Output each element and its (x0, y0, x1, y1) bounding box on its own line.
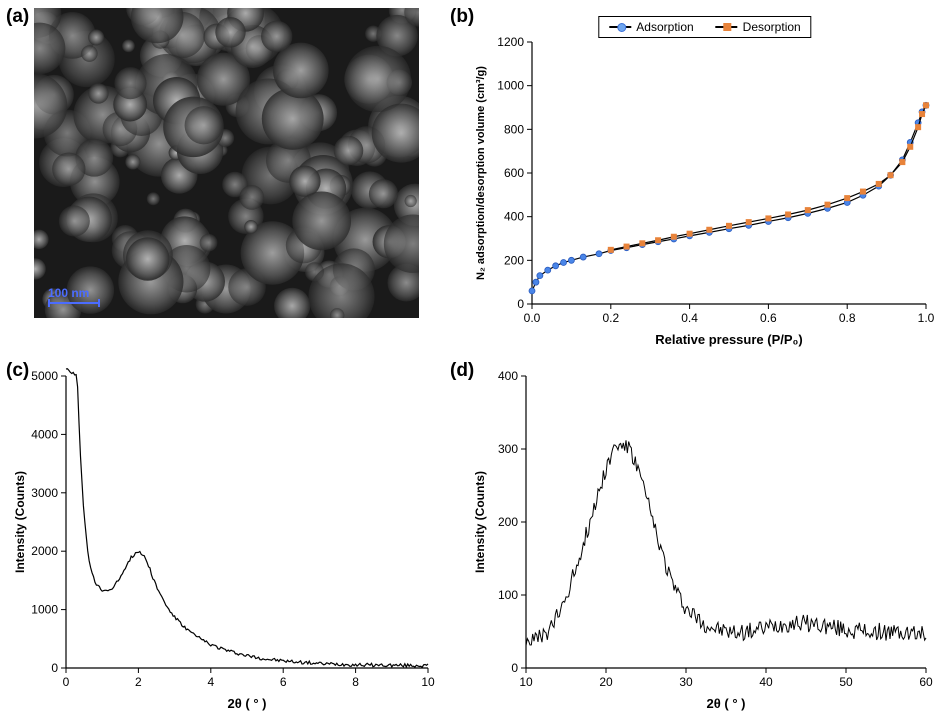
desorption-swatch-icon (716, 26, 738, 28)
panel-b: (b) Adsorption Desorption 0.00.20.40.60.… (450, 6, 940, 356)
svg-text:4000: 4000 (31, 427, 58, 441)
svg-text:400: 400 (498, 369, 518, 383)
svg-text:1.0: 1.0 (918, 311, 935, 325)
legend-ads-label: Adsorption (636, 20, 693, 34)
chart-d-svg: 10 20 30 40 50 60 0 100 200 300 400 2θ ( ° ) Intensi… (470, 362, 940, 712)
legend-adsorption: Adsorption (609, 20, 693, 34)
panel-d-label: (d) (450, 360, 474, 382)
sem-svg (34, 8, 419, 318)
svg-text:2θ ( ° ): 2θ ( ° ) (707, 696, 746, 711)
chart-d: 10 20 30 40 50 60 0 100 200 300 400 2θ ( ° ) Intensi… (470, 362, 940, 712)
svg-text:3000: 3000 (31, 486, 58, 500)
svg-text:1000: 1000 (31, 603, 58, 617)
svg-text:0.2: 0.2 (602, 311, 619, 325)
svg-text:100: 100 (498, 588, 518, 602)
svg-text:2000: 2000 (31, 544, 58, 558)
svg-text:200: 200 (504, 253, 524, 267)
svg-text:200: 200 (498, 515, 518, 529)
figure-grid: (a) 100 nm (b) Adsorption (6, 6, 939, 720)
svg-text:60: 60 (919, 675, 933, 689)
svg-text:1000: 1000 (497, 79, 524, 93)
legend-desorption: Desorption (716, 20, 801, 34)
svg-text:20: 20 (599, 675, 613, 689)
svg-text:2θ ( ° ): 2θ ( ° ) (228, 696, 267, 711)
svg-text:10: 10 (421, 675, 435, 689)
chart-b: Adsorption Desorption 0.0 0.2 0.4 0.6 0.8 1.0… (470, 8, 940, 348)
svg-text:8: 8 (352, 675, 359, 689)
svg-text:0: 0 (51, 661, 58, 675)
svg-text:4: 4 (207, 675, 214, 689)
svg-text:Intensity (Counts): Intensity (Counts) (13, 471, 27, 573)
svg-text:0.0: 0.0 (524, 311, 541, 325)
svg-text:Relative pressure (P/P₀): Relative pressure (P/P₀) (655, 332, 802, 347)
svg-text:0.6: 0.6 (760, 311, 777, 325)
svg-text:0.4: 0.4 (681, 311, 698, 325)
svg-text:300: 300 (498, 442, 518, 456)
adsorption-swatch-icon (609, 26, 631, 28)
chart-c: 0 2 4 6 8 10 0 1000 2000 3000 4000 5000 2θ ( ° ) Inte… (10, 362, 440, 712)
svg-text:50: 50 (839, 675, 853, 689)
legend-b: Adsorption Desorption (598, 16, 811, 38)
svg-text:N₂ adsorption/desorption volum: N₂ adsorption/desorption volume (cm³/g) (475, 66, 487, 280)
panel-a: (a) 100 nm (6, 6, 446, 356)
scalebar-label: 100 nm (48, 286, 89, 300)
svg-text:2: 2 (135, 675, 142, 689)
chart-c-svg: 0 2 4 6 8 10 0 1000 2000 3000 4000 5000 2θ ( ° ) Inte… (10, 362, 440, 712)
chart-b-svg: 0.0 0.2 0.4 0.6 0.8 1.0 0 200 400 600 800 1000 1200 R… (470, 8, 940, 348)
panel-c-label: (c) (6, 360, 29, 382)
panel-c: (c) 0 2 4 6 8 10 0 1000 2000 3000 4000 5000 2θ ( ° )… (6, 360, 446, 720)
svg-text:400: 400 (504, 210, 524, 224)
svg-text:0.8: 0.8 (839, 311, 856, 325)
sem-image: 100 nm (34, 8, 419, 318)
legend-des-label: Desorption (743, 20, 801, 34)
svg-text:6: 6 (280, 675, 287, 689)
svg-text:800: 800 (504, 122, 524, 136)
scalebar-line (48, 302, 100, 304)
panel-b-label: (b) (450, 6, 474, 28)
svg-text:10: 10 (519, 675, 533, 689)
panel-d: (d) 10 20 30 40 50 60 0 100 200 300 400 2θ ( ° ) Int… (450, 360, 940, 720)
scalebar: 100 nm (48, 286, 100, 304)
svg-text:5000: 5000 (31, 369, 58, 383)
svg-text:30: 30 (679, 675, 693, 689)
panel-a-label: (a) (6, 6, 29, 28)
svg-text:Intensity (Counts): Intensity (Counts) (473, 471, 487, 573)
svg-text:1200: 1200 (497, 35, 524, 49)
svg-text:0: 0 (511, 661, 518, 675)
svg-text:0: 0 (517, 297, 524, 311)
svg-text:0: 0 (63, 675, 70, 689)
svg-text:40: 40 (759, 675, 773, 689)
svg-text:600: 600 (504, 166, 524, 180)
